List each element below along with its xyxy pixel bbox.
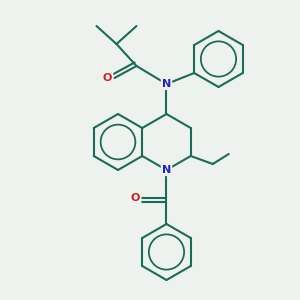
Text: O: O	[131, 193, 140, 203]
Text: N: N	[162, 165, 171, 175]
Text: O: O	[103, 73, 112, 83]
Text: N: N	[162, 79, 171, 89]
